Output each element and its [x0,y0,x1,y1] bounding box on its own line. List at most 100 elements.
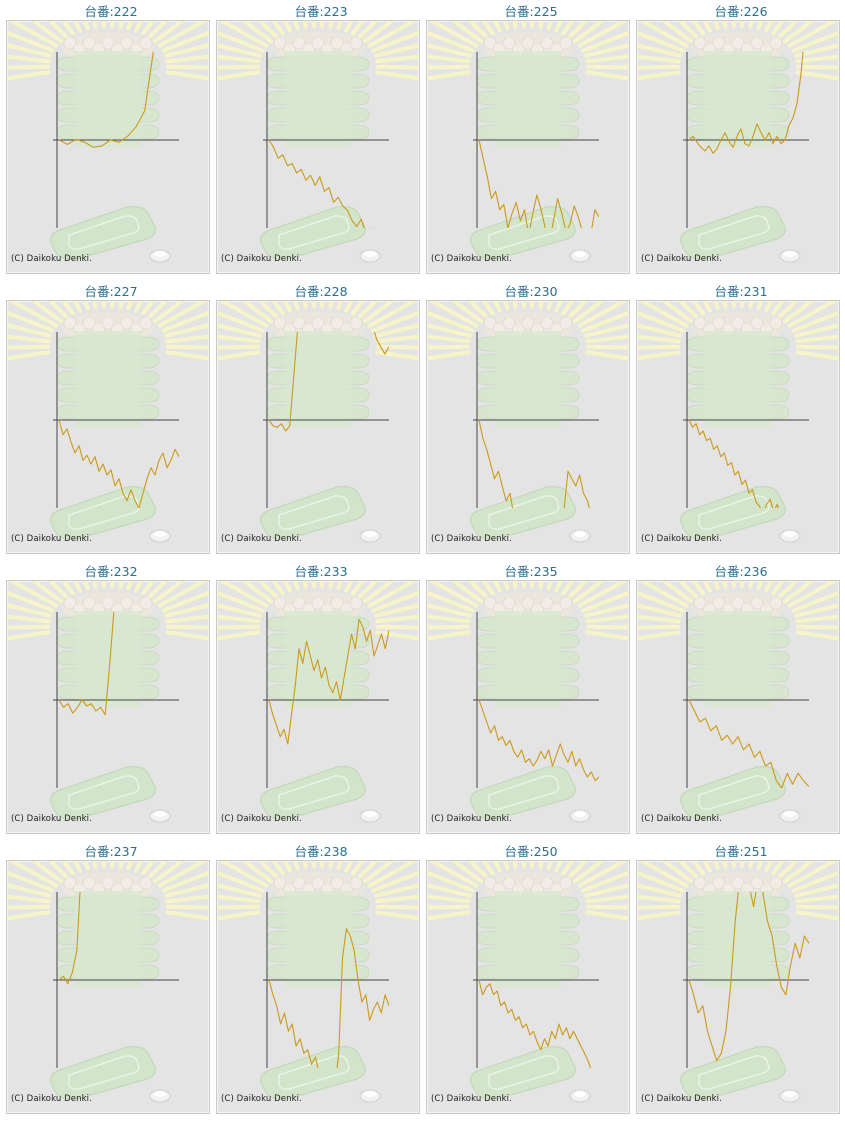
sun-ray [585,344,629,350]
sun-ray [357,861,379,880]
machine-number-title[interactable]: 台番:238 [294,844,348,859]
ball [540,596,554,610]
sun-ray [375,350,419,361]
sun-ray [427,334,471,344]
background-illustration [427,21,629,263]
sun-ray [270,581,286,596]
sun-ray [530,21,535,29]
machine-number-title[interactable]: 台番:223 [294,4,348,19]
sun-ray [530,861,535,869]
sun-ray [311,21,316,29]
sun-ray [794,43,839,58]
sun-ray [567,21,589,40]
sun-ray [165,904,209,910]
sun-ray [521,581,526,589]
ball [731,876,745,890]
sun-ray [350,301,366,316]
sun-ray [585,64,629,70]
sun-ray [375,54,419,64]
sun-ray [375,904,419,910]
box-stack [495,331,561,427]
machine-number-title[interactable]: 台番:237 [84,844,138,859]
machine-number-title[interactable]: 台番:227 [84,284,138,299]
sun-ray [585,350,629,361]
sun-ray [584,603,629,618]
sun-ray [795,350,839,361]
sun-ray [165,350,209,361]
coin-shine [154,531,166,537]
machine-number-title[interactable]: 台番:232 [84,564,138,579]
machine-number-title[interactable]: 台番:228 [294,284,348,299]
sun-ray [375,344,419,350]
ball [311,316,325,330]
sun-ray [240,861,274,884]
tray-icon [470,206,576,260]
sun-ray [257,301,279,320]
box-stack [285,891,351,987]
machine-number-title[interactable]: 台番:230 [504,284,558,299]
chart-svg [7,21,209,263]
copyright-text: (C) Daikoku Denki. [641,814,722,824]
sun-ray [787,581,839,608]
machine-number-title[interactable]: 台番:235 [504,564,558,579]
sun-ray [367,581,419,608]
machine-number-title[interactable]: 台番:250 [504,844,558,859]
chart-panel: (C) Daikoku Denki. [216,860,420,1114]
sun-ray [217,54,261,64]
payout-line [58,52,154,148]
coin-shine [784,1091,796,1097]
machine-number-title[interactable]: 台番:251 [714,844,768,859]
sun-ray [530,301,535,309]
ball [769,36,783,50]
tray-icon [470,766,576,820]
sun-ray [374,323,419,338]
ball [483,316,497,330]
sun-ray [770,301,786,316]
sun-ray [375,624,419,630]
ball [712,876,726,890]
machine-number-title[interactable]: 台番:225 [504,4,558,19]
copyright-text: (C) Daikoku Denki. [11,1094,92,1104]
ball [63,596,77,610]
chart-cell: 台番:235 (C) Daikoku Denki. [426,560,636,840]
machine-number-title[interactable]: 台番:222 [84,4,138,19]
sun-ray [7,581,59,608]
sun-ray [637,43,682,58]
sun-ray [427,54,471,64]
sun-ray [427,603,472,618]
sun-ray [740,301,745,309]
machine-number-title[interactable]: 台番:236 [714,564,768,579]
sun-ray [427,624,471,630]
sun-ray [795,894,839,904]
payout-line [478,979,592,1068]
ball [731,596,745,610]
sun-ray [320,301,325,309]
sun-ray [217,334,261,344]
ball [712,36,726,50]
coin-shine [784,251,796,257]
chart-svg [427,861,629,1103]
sun-ray [585,70,629,81]
sun-ray [217,883,262,898]
chart-cell: 台番:233 (C) Daikoku Denki. [216,560,426,840]
sun-ray [7,344,51,350]
sun-ray [467,21,489,40]
sun-ray [140,861,156,876]
sun-ray [30,21,64,44]
payout-line [688,699,809,788]
tray-icon [680,766,786,820]
ball [311,596,325,610]
chart-cell: 台番:227 (C) Daikoku Denki. [6,280,216,560]
sun-ray [257,861,279,880]
sun-ray [660,21,694,44]
machine-number-title[interactable]: 台番:233 [294,564,348,579]
chart-panel: (C) Daikoku Denki. [426,580,630,834]
chart-panel: (C) Daikoku Denki. [6,300,210,554]
sun-ray [101,581,106,589]
background-illustration [217,581,419,823]
payout-line [688,892,809,1062]
machine-number-title[interactable]: 台番:231 [714,284,768,299]
chart-panel: (C) Daikoku Denki. [216,300,420,554]
machine-number-title[interactable]: 台番:226 [714,4,768,19]
ball [120,36,134,50]
